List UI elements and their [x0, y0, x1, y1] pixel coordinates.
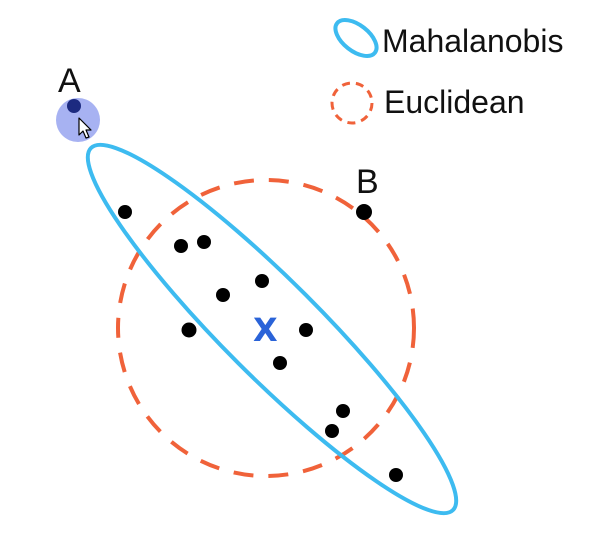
legend: Mahalanobis Euclidean [330, 18, 563, 125]
legend-mahalanobis-swatch [333, 18, 379, 58]
data-point [174, 239, 188, 253]
data-point [216, 288, 230, 302]
data-points [118, 205, 403, 482]
data-point [181, 322, 197, 338]
data-point [197, 235, 211, 249]
data-point [118, 205, 132, 219]
data-point [273, 356, 287, 370]
point-a[interactable] [67, 99, 81, 113]
euclidean-circle [116, 178, 416, 478]
point-b-label: B [356, 163, 379, 201]
center-label: X [253, 311, 278, 349]
mahalanobis-ellipse [85, 142, 459, 516]
data-point [325, 424, 339, 438]
mouse-pointer-icon [78, 117, 92, 139]
data-point [255, 274, 269, 288]
data-point [336, 404, 350, 418]
legend-mahalanobis-label: Mahalanobis [382, 23, 563, 59]
legend-euclidean-swatch [330, 81, 374, 125]
data-point [389, 468, 403, 482]
point-a-label: A [58, 62, 81, 100]
data-point [299, 323, 313, 337]
legend-euclidean-label: Euclidean [384, 84, 525, 120]
cursor-highlight [56, 98, 100, 142]
point-b [356, 204, 372, 220]
